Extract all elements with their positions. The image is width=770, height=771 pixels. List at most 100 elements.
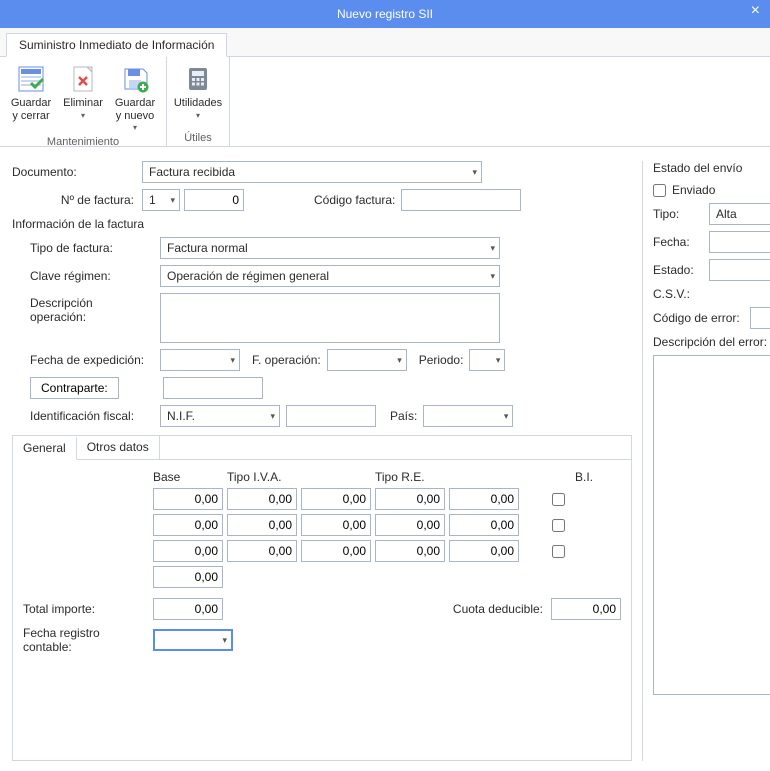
tipo-re-amt-input[interactable] <box>449 488 519 510</box>
ribbon-tabstrip: Suministro Inmediato de Información <box>0 28 770 57</box>
left-panel: Documento: Factura recibida ▾ Nº de fact… <box>12 161 632 761</box>
utilities-label: Utilidades <box>174 97 222 110</box>
detail-tabs: General Otros datos Base Tipo I.V.A. Tip… <box>12 435 632 761</box>
enviado-checkbox[interactable] <box>653 184 666 197</box>
codigo-error-input[interactable] <box>750 307 770 329</box>
tipo-iva-amt-input[interactable] <box>301 540 371 562</box>
tipo-re-pct-input[interactable] <box>375 488 445 510</box>
fecha-expedicion-input[interactable]: ▾ <box>160 349 240 371</box>
col-base: Base <box>153 470 223 484</box>
tipo-re-amt-input[interactable] <box>449 514 519 536</box>
tab-otros-datos[interactable]: Otros datos <box>77 436 160 459</box>
n-factura-prefix-select[interactable]: 1 ▾ <box>142 189 180 211</box>
calculator-icon <box>182 63 214 95</box>
chevron-down-icon: ▾ <box>133 123 137 132</box>
base-input[interactable] <box>153 540 223 562</box>
utilities-button[interactable]: Utilidades ▾ <box>175 61 221 122</box>
window-title: Nuevo registro SII <box>337 7 433 21</box>
label-periodo: Periodo: <box>407 353 470 367</box>
desc-error-textarea[interactable] <box>653 355 770 695</box>
label-tipo-factura: Tipo de factura: <box>12 241 160 255</box>
chevron-down-icon: ▾ <box>270 411 275 422</box>
base-input[interactable] <box>153 514 223 536</box>
tipo-iva-amt-input[interactable] <box>301 514 371 536</box>
label-pais: País: <box>376 409 423 423</box>
col-tipo-re: Tipo R.E. <box>375 470 519 484</box>
delete-button[interactable]: Eliminar ▾ <box>60 61 106 134</box>
ribbon-group-title-utiles: Útiles <box>184 132 212 144</box>
iva-row <box>153 514 621 536</box>
clave-regimen-select[interactable]: Operación de régimen general ▾ <box>160 265 500 287</box>
chevron-down-icon: ▾ <box>222 635 227 646</box>
tipo-iva-pct-input[interactable] <box>227 540 297 562</box>
documento-value: Factura recibida <box>149 165 235 179</box>
save-new-icon <box>119 63 151 95</box>
envio-estado-select[interactable]: ▾ <box>709 259 770 281</box>
label-descripcion-op: Descripción operación: <box>12 293 160 324</box>
tipo-iva-pct-input[interactable] <box>227 488 297 510</box>
fecha-registro-contable-input[interactable]: ▾ <box>153 629 233 651</box>
delete-label: Eliminar <box>63 97 103 110</box>
envio-tipo-select[interactable]: Alta ▾ <box>709 203 770 225</box>
tipo-re-pct-input[interactable] <box>375 540 445 562</box>
label-codigo-error: Código de error: <box>653 311 740 325</box>
iva-row-sum <box>153 566 621 588</box>
descripcion-operacion-input[interactable] <box>160 293 500 343</box>
bi-checkbox[interactable] <box>552 493 565 506</box>
ident-fiscal-tipo-select[interactable]: N.I.F. ▾ <box>160 405 280 427</box>
envio-fecha-input[interactable]: ▾ <box>709 231 770 253</box>
label-desc-error: Descripción del error: <box>653 335 767 349</box>
clave-regimen-value: Operación de régimen general <box>167 269 329 283</box>
label-envio-csv: C.S.V.: <box>653 287 690 301</box>
chevron-down-icon: ▾ <box>170 195 175 206</box>
base-sum-input[interactable] <box>153 566 223 588</box>
total-importe-input[interactable] <box>153 598 223 620</box>
label-enviado: Enviado <box>672 183 715 197</box>
save-close-label: Guardar y cerrar <box>10 97 52 122</box>
label-envio-fecha: Fecha: <box>653 235 703 249</box>
tipo-re-amt-input[interactable] <box>449 540 519 562</box>
cuota-deducible-input[interactable] <box>551 598 621 620</box>
ident-fiscal-tipo-value: N.I.F. <box>167 409 195 423</box>
chevron-down-icon: ▾ <box>472 167 477 178</box>
periodo-select[interactable]: ▾ <box>469 349 505 371</box>
close-icon[interactable]: × <box>751 2 760 20</box>
tipo-iva-amt-input[interactable] <box>301 488 371 510</box>
ribbon-group-mantenimiento: Guardar y cerrar Eliminar ▾ Guardar y nu… <box>0 57 167 146</box>
tab-sii[interactable]: Suministro Inmediato de Información <box>6 33 227 57</box>
tipo-iva-pct-input[interactable] <box>227 514 297 536</box>
label-envio-tipo: Tipo: <box>653 207 703 221</box>
section-info-factura: Información de la factura <box>12 217 632 231</box>
documento-select[interactable]: Factura recibida ▾ <box>142 161 482 183</box>
save-close-button[interactable]: Guardar y cerrar <box>8 61 54 134</box>
col-tipo-iva: Tipo I.V.A. <box>227 470 371 484</box>
label-f-operacion: F. operación: <box>240 353 327 367</box>
tipo-re-pct-input[interactable] <box>375 514 445 536</box>
bi-checkbox[interactable] <box>552 519 565 532</box>
bi-checkbox[interactable] <box>552 545 565 558</box>
chevron-down-icon: ▾ <box>490 271 495 282</box>
tipo-factura-select[interactable]: Factura normal ▾ <box>160 237 500 259</box>
f-operacion-input[interactable]: ▾ <box>327 349 407 371</box>
iva-row <box>153 540 621 562</box>
ident-fiscal-num-input[interactable] <box>286 405 376 427</box>
label-cuota-deducible: Cuota deducible: <box>453 602 551 616</box>
heading-estado-envio: Estado del envío <box>653 161 770 175</box>
tab-general[interactable]: General <box>13 437 77 460</box>
codigo-factura-input[interactable] <box>401 189 521 211</box>
label-clave-regimen: Clave régimen: <box>12 269 160 283</box>
save-new-button[interactable]: Guardar y nuevo ▾ <box>112 61 158 134</box>
pais-select[interactable]: ▾ <box>423 405 513 427</box>
tipo-factura-value: Factura normal <box>167 241 248 255</box>
chevron-down-icon: ▾ <box>504 411 509 422</box>
ribbon: Guardar y cerrar Eliminar ▾ Guardar y nu… <box>0 57 770 147</box>
col-bi: B.I. <box>523 470 593 484</box>
content-area: Documento: Factura recibida ▾ Nº de fact… <box>0 147 770 771</box>
chevron-down-icon: ▾ <box>196 111 200 120</box>
contraparte-input[interactable] <box>163 377 263 399</box>
base-input[interactable] <box>153 488 223 510</box>
save-close-icon <box>15 63 47 95</box>
contraparte-button[interactable]: Contraparte: <box>30 377 119 399</box>
n-factura-number[interactable] <box>184 189 244 211</box>
chevron-down-icon: ▾ <box>490 243 495 254</box>
